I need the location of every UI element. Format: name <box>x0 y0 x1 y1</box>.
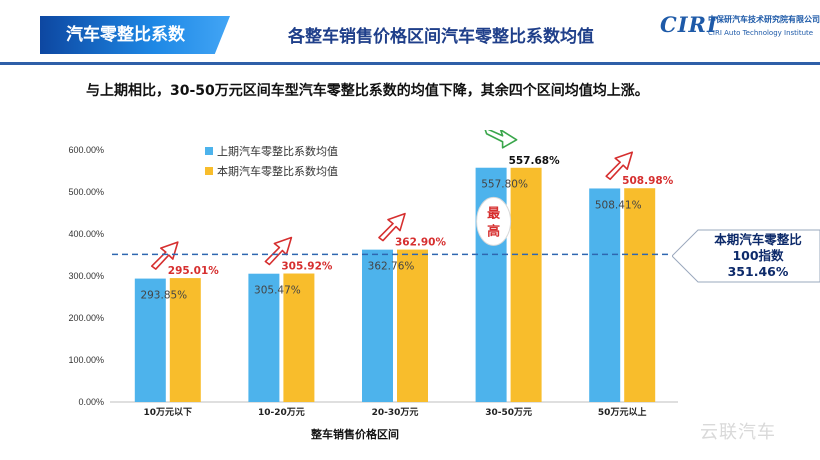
bar-previous <box>134 278 166 402</box>
header: 汽车零整比系数 各整车销售价格区间汽车零整比系数均值 CIRI 中保研汽车技术研… <box>0 0 820 62</box>
trend-up-arrow-icon <box>378 212 406 242</box>
highest-badge-char: 最 <box>487 206 501 221</box>
y-tick-label: 200.00% <box>68 313 104 323</box>
ciri-logo: CIRI 中保研汽车技术研究院有限公司 CIRI Auto Technology… <box>660 12 820 46</box>
bar-previous <box>589 188 621 402</box>
x-axis-title: 整车销售价格区间 <box>310 427 399 441</box>
data-label-current: 557.68% <box>509 155 561 167</box>
trend-up-arrow-icon <box>264 236 293 266</box>
data-label-previous: 557.80% <box>481 179 528 191</box>
y-tick-label: 400.00% <box>68 229 104 239</box>
trend-down-arrow-icon <box>484 130 518 149</box>
chart: 0.00% 100.00% 200.00% 300.00% 400.00% 500.00%… <box>68 130 678 441</box>
legend-label: 本期汽车零整比系数均值 <box>217 164 338 178</box>
y-tick-label: 300.00% <box>68 271 104 281</box>
bar-current <box>169 278 201 402</box>
highest-badge <box>476 196 512 246</box>
data-label-previous: 362.76% <box>368 261 415 273</box>
trend-up-arrow-icon <box>605 151 634 181</box>
highest-badge-char: 高 <box>487 223 500 239</box>
data-label-current: 295.01% <box>168 265 220 277</box>
section-tag: 汽车零整比系数 <box>40 16 230 54</box>
callout-line-2: 100指数 <box>732 248 784 263</box>
legend-swatch <box>205 167 213 175</box>
logo-company-cn: 中保研汽车技术研究院有限公司 <box>708 15 820 24</box>
callout-line-3: 351.46% <box>727 264 789 279</box>
x-tick-label: 50万元以上 <box>598 406 647 418</box>
legend-label: 上期汽车零整比系数均值 <box>217 144 338 158</box>
bar-current <box>510 167 542 402</box>
y-tick-label: 0.00% <box>78 397 104 407</box>
summary-text: 与上期相比，30-50万元区间车型汽车零整比系数的均值下降，其余四个区间均值均上… <box>86 83 649 99</box>
logo-company-en: CIRI Auto Technology Institute <box>708 29 814 37</box>
header-divider <box>0 62 820 65</box>
bar-previous <box>248 273 280 402</box>
reference-callout: 本期汽车零整比 100指数 351.46% <box>672 226 820 286</box>
callout-arrow-shape <box>672 229 820 283</box>
data-label-current: 305.92% <box>281 261 333 273</box>
data-label-previous: 305.47% <box>254 285 301 297</box>
x-tick-label: 10万元以下 <box>144 407 193 418</box>
x-tick-label: 30-50万元 <box>485 407 532 418</box>
bar-current <box>283 273 315 402</box>
y-tick-label: 600.00% <box>68 145 104 155</box>
bar-current <box>624 188 656 402</box>
data-label-previous: 508.41% <box>595 199 642 211</box>
y-tick-label: 100.00% <box>68 355 104 365</box>
x-tick-label: 20-30万元 <box>372 407 419 418</box>
y-tick-label: 500.00% <box>68 187 104 197</box>
logo-mark: CIRI <box>660 12 718 37</box>
legend-swatch <box>205 147 213 155</box>
bar-current <box>397 249 428 402</box>
trend-up-arrow-icon <box>151 241 179 270</box>
data-label-previous: 293.85% <box>140 290 187 302</box>
x-tick-label: 10-20万元 <box>258 407 305 418</box>
data-label-current: 508.98% <box>622 175 674 187</box>
callout-line-1: 本期汽车零整比 <box>714 232 802 247</box>
watermark: 云联汽车 <box>700 422 776 443</box>
bar-previous <box>362 249 393 402</box>
data-label-current: 362.90% <box>395 237 447 249</box>
page-title: 各整车销售价格区间汽车零整比系数均值 <box>288 27 594 47</box>
